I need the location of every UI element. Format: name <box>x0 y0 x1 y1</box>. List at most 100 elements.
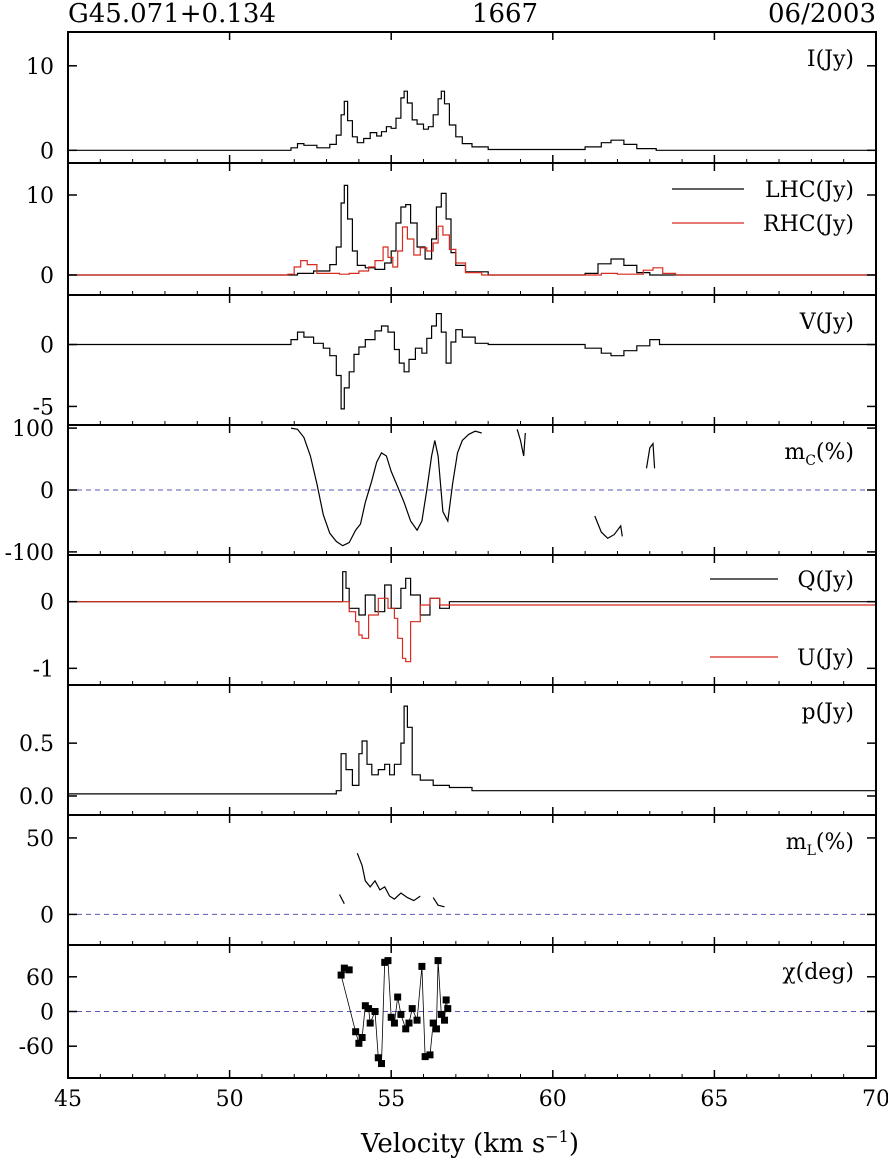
y-tick-label: 0 <box>40 479 54 504</box>
y-tick-label: 0 <box>40 334 54 359</box>
panel-frame <box>67 814 877 946</box>
panel-data-mL <box>68 852 876 915</box>
legend-label: Q(Jy) <box>798 568 854 593</box>
data-point <box>418 962 426 970</box>
panel-label: V(Jy) <box>799 310 854 335</box>
y-tick-label: 0 <box>40 264 54 289</box>
data-point <box>387 1013 395 1021</box>
panel-label: LHC(Jy) <box>765 178 854 203</box>
data-point <box>394 993 402 1001</box>
x-tick-label: 65 <box>700 1087 728 1112</box>
panel-I: 0 10 I(Jy) <box>26 31 877 164</box>
series-m_C_c <box>594 515 623 540</box>
series-m_C <box>290 427 482 547</box>
series-m_C_b <box>516 429 526 457</box>
legend-label: U(Jy) <box>797 646 854 671</box>
data-point <box>365 1005 373 1013</box>
series-U-Jy- <box>68 597 876 663</box>
y-tick-label: 0.5 <box>19 732 54 757</box>
panel-label-subscript: C <box>805 453 816 469</box>
data-point <box>408 1005 416 1013</box>
panel-data-mc <box>68 427 876 547</box>
y-tick-label: -60 <box>19 1035 54 1060</box>
panel-mc: 100 0 -100 mC(%) <box>5 417 877 566</box>
header-frequency: 1667 <box>472 0 538 29</box>
panel-label: mC(%) <box>784 440 854 469</box>
panel-label-subscript: L <box>807 843 816 859</box>
panel-frame <box>67 684 877 816</box>
x-tick-label: 70 <box>862 1087 888 1112</box>
data-point <box>441 1016 449 1024</box>
panel-p: 0.5 0.0 p(Jy) <box>19 684 877 816</box>
series-I-Jy- <box>68 90 876 151</box>
data-point <box>384 957 392 965</box>
data-point <box>437 1010 445 1018</box>
data-point <box>397 1010 405 1018</box>
panel-V: 0 -5 V(Jy) <box>33 294 877 426</box>
data-point <box>432 1025 440 1033</box>
data-point <box>345 966 353 974</box>
data-point <box>358 1034 366 1042</box>
panel-data-QU <box>68 571 876 663</box>
y-tick-label: 10 <box>26 184 54 209</box>
panel-data-V <box>68 313 876 410</box>
series-RHC-Jy- <box>68 225 876 276</box>
data-point <box>444 1005 452 1013</box>
data-point <box>337 971 345 979</box>
x-axis-label: Velocity (km s−1) <box>360 1127 579 1159</box>
data-point <box>442 996 450 1004</box>
data-point <box>405 1019 413 1027</box>
panel-label: RHC(Jy) <box>763 212 854 237</box>
data-point <box>413 1016 421 1024</box>
series-Q-Jy- <box>68 571 876 616</box>
series-m_L_b <box>356 852 421 902</box>
series-m_L_a <box>338 894 345 904</box>
x-axis-label-sup: −1 <box>545 1127 569 1146</box>
data-point <box>374 1054 382 1062</box>
panel-label: p(Jy) <box>802 700 855 725</box>
y-tick-label: 100 <box>12 417 54 442</box>
y-tick-label: 60 <box>26 966 54 991</box>
data-point <box>429 1019 437 1027</box>
y-tick-label: -5 <box>33 395 54 420</box>
data-point <box>434 957 442 965</box>
series-V-Jy- <box>68 313 876 410</box>
data-point <box>366 1019 374 1027</box>
panel-label-suffix: (%) <box>816 440 854 465</box>
x-tick-label: 50 <box>216 1087 244 1112</box>
y-tick-label: -100 <box>5 541 54 566</box>
panel-QU: 0 -1 Q(Jy) U(Jy) <box>33 554 877 686</box>
y-tick-label: 0 <box>40 1001 54 1026</box>
header-epoch: 06/2003 <box>768 0 876 29</box>
series-LHC-Jy- <box>68 184 876 276</box>
series-m_L_c <box>432 897 445 908</box>
series-m_C_d <box>645 441 656 469</box>
series--deg--line <box>340 959 449 1065</box>
x-tick-label: 55 <box>377 1087 405 1112</box>
x-axis-label-main: Velocity (km s <box>360 1129 545 1159</box>
panel-label: χ(deg) <box>782 960 854 985</box>
header-source: G45.071+0.134 <box>68 0 276 29</box>
panel-frame <box>67 554 877 686</box>
data-point <box>426 1051 434 1059</box>
data-point <box>390 1019 398 1027</box>
y-tick-label: 0 <box>40 903 54 928</box>
panel-label: mL(%) <box>786 830 854 859</box>
panel-mL: 50 0 mL(%) <box>26 814 877 946</box>
data-point <box>402 1025 410 1033</box>
data-point <box>355 1039 363 1047</box>
panel-frame <box>67 294 877 426</box>
y-tick-label: -1 <box>33 657 54 682</box>
y-tick-label: 0.0 <box>19 785 54 810</box>
y-tick-label: 10 <box>26 55 54 80</box>
x-axis-label-close: ) <box>569 1129 579 1159</box>
data-point <box>352 1028 360 1036</box>
y-tick-label: 0 <box>40 139 54 164</box>
data-point <box>371 1008 379 1015</box>
x-tick-label: 45 <box>54 1087 82 1112</box>
y-tick-label: 0 <box>40 591 54 616</box>
panel-data-LR <box>68 184 876 276</box>
x-tick-label: 60 <box>539 1087 567 1112</box>
